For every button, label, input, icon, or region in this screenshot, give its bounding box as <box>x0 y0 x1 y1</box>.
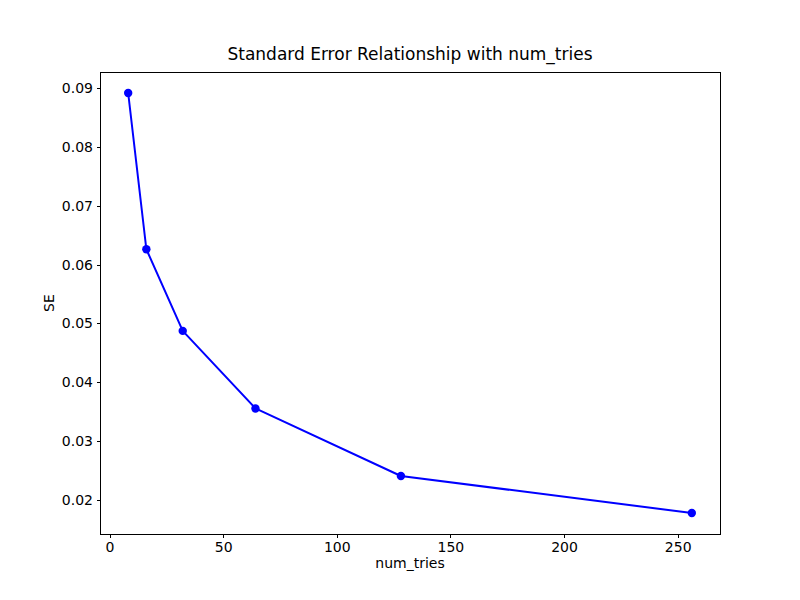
figure: 0 50 100 150 200 250 0.02 0.03 0.04 0.05 0.06 0.07… <box>0 0 800 600</box>
data-point <box>142 245 150 253</box>
x-tick-label: 250 <box>665 539 692 555</box>
y-tick-label: 0.03 <box>62 433 93 449</box>
y-axis-ticks: 0.02 0.03 0.04 0.05 0.06 0.07 0.08 0.09 <box>62 80 100 507</box>
x-tick-label: 50 <box>215 539 233 555</box>
chart-title: Standard Error Relationship with num_tri… <box>227 44 592 65</box>
y-tick-label: 0.04 <box>62 374 93 390</box>
x-axis-label: num_tries <box>375 555 444 571</box>
data-point <box>179 327 187 335</box>
x-tick-label: 150 <box>438 539 465 555</box>
data-point <box>251 404 259 412</box>
y-tick-label: 0.07 <box>62 198 93 214</box>
y-tick-label: 0.08 <box>62 139 93 155</box>
data-point <box>397 472 405 480</box>
data-series <box>124 89 696 517</box>
y-tick-label: 0.06 <box>62 257 93 273</box>
y-tick-label: 0.09 <box>62 80 93 96</box>
data-point <box>688 509 696 517</box>
data-point <box>124 89 132 97</box>
x-tick-label: 100 <box>324 539 351 555</box>
y-tick-label: 0.05 <box>62 315 93 331</box>
x-axis-ticks: 0 50 100 150 200 250 <box>106 534 692 555</box>
plot-area <box>100 72 720 534</box>
series-line <box>128 93 692 513</box>
y-axis-label: SE <box>41 294 57 312</box>
x-tick-label: 200 <box>551 539 578 555</box>
line-chart: 0 50 100 150 200 250 0.02 0.03 0.04 0.05 0.06 0.07… <box>0 0 800 600</box>
y-tick-label: 0.02 <box>62 492 93 508</box>
x-tick-label: 0 <box>106 539 115 555</box>
